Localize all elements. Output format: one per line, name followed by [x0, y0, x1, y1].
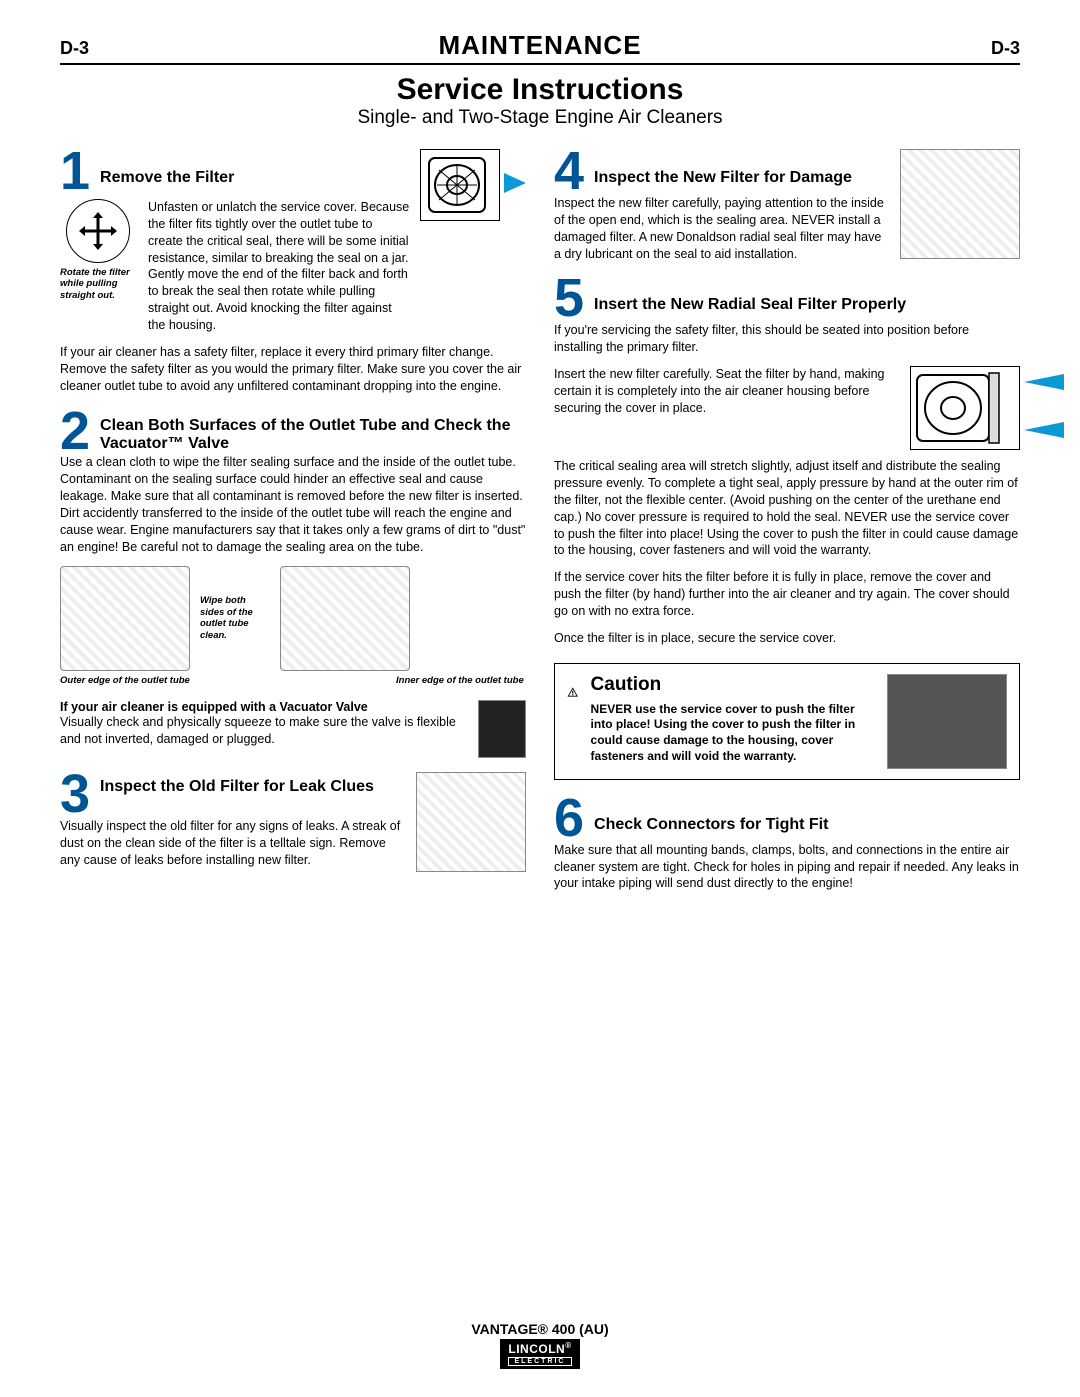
logo-sub-text: ELECTRIC — [508, 1357, 571, 1366]
logo-main-text: LINCOLN — [508, 1342, 565, 1356]
step-1-title: Remove the Filter — [100, 149, 234, 187]
page-number-right: D-3 — [991, 38, 1020, 59]
caution-illustration — [887, 674, 1007, 769]
product-name: VANTAGE® 400 (AU) — [0, 1321, 1080, 1337]
step-3: 3 Inspect the Old Filter for Leak Clues … — [60, 772, 526, 872]
step-5-text-1: If you're servicing the safety filter, t… — [554, 322, 1020, 356]
arrow-left-top-icon — [1024, 374, 1064, 390]
inspect-new-filter-illustration — [900, 149, 1020, 259]
step-1-number: 1 — [60, 149, 90, 195]
step-6-number: 6 — [554, 796, 584, 842]
step-1: 1 Remove the Filter Rotate the filter wh… — [60, 149, 526, 395]
step-5-text-3: The critical sealing area will stretch s… — [554, 458, 1020, 559]
step-6-title: Check Connectors for Tight Fit — [594, 796, 828, 834]
step-4-text: Inspect the new filter carefully, paying… — [554, 195, 890, 263]
step-1-text-2: If your air cleaner has a safety filter,… — [60, 344, 526, 395]
step-2-number: 2 — [60, 409, 90, 455]
outer-edge-caption: Outer edge of the outlet tube — [60, 675, 190, 686]
vacuator-valve-icon — [478, 700, 526, 758]
warning-icon — [567, 674, 579, 710]
arrow-left-bottom-icon — [1024, 422, 1064, 438]
step-3-text: Visually inspect the old filter for any … — [60, 818, 406, 869]
step-2-text-1: Use a clean cloth to wipe the filter sea… — [60, 454, 526, 555]
step-2-title: Clean Both Surfaces of the Outlet Tube a… — [100, 409, 526, 453]
step-5-number: 5 — [554, 276, 584, 322]
content-columns: 1 Remove the Filter Rotate the filter wh… — [60, 149, 1020, 906]
step-4-title: Inspect the New Filter for Damage — [594, 149, 852, 187]
inner-edge-caption: Inner edge of the outlet tube — [396, 675, 526, 686]
vacuator-text: Visually check and physically squeeze to… — [60, 714, 468, 748]
step-5: 5 Insert the New Radial Seal Filter Prop… — [554, 276, 1020, 646]
subtitle: Single- and Two-Stage Engine Air Cleaner… — [60, 107, 1020, 129]
rotate-icon — [66, 199, 130, 263]
caution-text: NEVER use the service cover to push the … — [591, 702, 875, 764]
wipe-caption: Wipe both sides of the outlet tube clean… — [200, 595, 270, 641]
rotate-caption: Rotate the filter while pulling straight… — [60, 267, 138, 301]
page-footer: VANTAGE® 400 (AU) LINCOLN® ELECTRIC — [0, 1321, 1080, 1369]
right-column: 4 Inspect the New Filter for Damage Insp… — [554, 149, 1020, 906]
step-6-text: Make sure that all mounting bands, clamp… — [554, 842, 1020, 893]
vacuator-title: If your air cleaner is equipped with a V… — [60, 700, 468, 714]
left-column: 1 Remove the Filter Rotate the filter wh… — [60, 149, 526, 906]
inspect-filter-illustration — [416, 772, 526, 872]
step-5-title: Insert the New Radial Seal Filter Proper… — [594, 276, 906, 314]
page-number-left: D-3 — [60, 38, 89, 59]
step-2: 2 Clean Both Surfaces of the Outlet Tube… — [60, 409, 526, 759]
step-5-text-4: If the service cover hits the filter bef… — [554, 569, 1020, 620]
step-1-text-1: Unfasten or unlatch the service cover. B… — [148, 199, 410, 334]
step-4-number: 4 — [554, 149, 584, 195]
inner-tube-illustration — [280, 566, 410, 671]
arrow-right-icon — [504, 173, 526, 193]
insert-filter-illustration — [910, 366, 1020, 450]
step-3-title: Inspect the Old Filter for Leak Clues — [100, 772, 374, 796]
section-title: MAINTENANCE — [438, 30, 641, 61]
step-4: 4 Inspect the New Filter for Damage Insp… — [554, 149, 1020, 262]
filter-housing-icon — [420, 149, 500, 221]
page-header: D-3 MAINTENANCE D-3 — [60, 30, 1020, 65]
brand-logo: LINCOLN® ELECTRIC — [0, 1337, 1080, 1369]
main-title: Service Instructions — [60, 73, 1020, 107]
step-6: 6 Check Connectors for Tight Fit Make su… — [554, 796, 1020, 893]
outer-tube-illustration — [60, 566, 190, 671]
caution-box: Caution NEVER use the service cover to p… — [554, 663, 1020, 780]
step-5-text-5: Once the filter is in place, secure the … — [554, 630, 1020, 647]
step-3-number: 3 — [60, 772, 90, 818]
step-5-text-2: Insert the new filter carefully. Seat th… — [554, 366, 900, 417]
caution-label: Caution — [591, 674, 875, 696]
